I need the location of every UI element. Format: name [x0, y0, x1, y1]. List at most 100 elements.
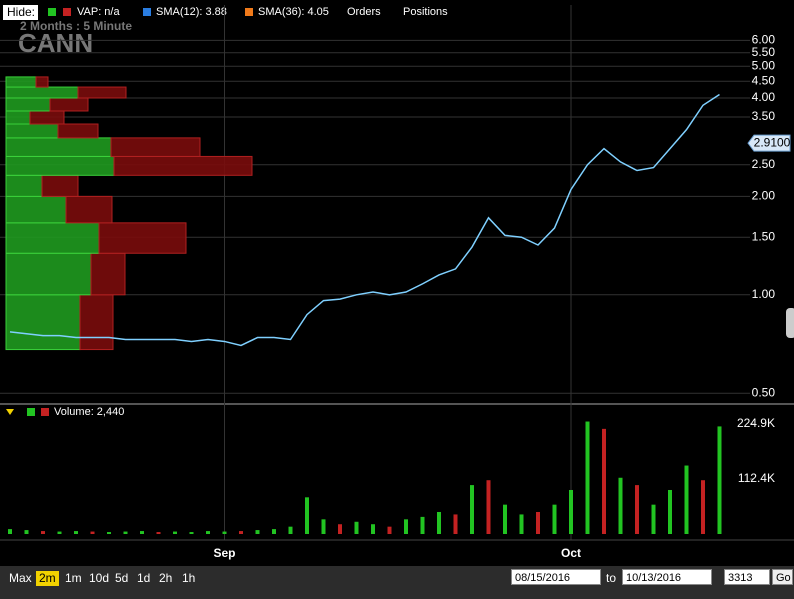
range-button[interactable]: 1m: [65, 571, 82, 585]
volume-bar: [453, 514, 458, 534]
vap-sell: [65, 195, 113, 224]
vap-buy: [5, 137, 112, 157]
vap-buy: [5, 174, 43, 197]
volume-bar: [173, 531, 177, 534]
volume-bar: [206, 531, 210, 534]
volume-bar: [404, 519, 408, 534]
price-tag-label: 2.9100: [754, 135, 791, 149]
y-tick-label: 6.00: [752, 33, 776, 47]
volume-bar: [288, 526, 293, 534]
vap-sell: [113, 155, 253, 176]
volume-toggle[interactable]: [6, 409, 14, 415]
volume-bar: [338, 524, 342, 534]
toolbar-item: Positions: [403, 6, 448, 18]
y-tick-label: 5.00: [752, 58, 776, 72]
y-tick-label: 3.50: [752, 109, 776, 123]
vap-sell: [57, 123, 99, 139]
vap-sell: [29, 110, 65, 125]
chart: Hide: 2 Months : 5 Minute CANN Volume: 2…: [0, 0, 794, 566]
x-tick-label: Sep: [213, 546, 235, 560]
volume-bar: [222, 531, 227, 534]
vap-buy: [5, 123, 59, 139]
range-button[interactable]: 1d: [137, 571, 151, 585]
volume-up-swatch: [27, 408, 35, 416]
volume-bar: [519, 514, 524, 534]
volume-bar: [420, 516, 425, 534]
vap-sell: [79, 294, 114, 351]
side-tab[interactable]: [786, 308, 794, 338]
y-tick-label: 4.50: [752, 73, 776, 87]
go-button[interactable]: Go: [772, 569, 793, 585]
volume-bar: [305, 497, 309, 534]
toolbar-item: SMA(36): 4.05: [258, 6, 329, 18]
legend-swatch: [245, 8, 253, 16]
volume-bar: [123, 531, 128, 534]
price-line: [9, 93, 720, 347]
volume-bar: [470, 485, 474, 534]
hide-label[interactable]: Hide:: [7, 5, 35, 19]
toolbar-item: VAP: n/a: [77, 6, 120, 18]
y-tick-label: 2.50: [752, 157, 776, 171]
volume-bar: [90, 531, 95, 534]
volume-bar: [321, 519, 326, 534]
vap-buy: [5, 252, 92, 296]
to-date[interactable]: 10/13/2016: [622, 569, 712, 585]
symbol: CANN: [18, 28, 93, 58]
hide-box[interactable]: [3, 5, 38, 20]
volume-bar: [387, 526, 392, 534]
vap-buy: [5, 195, 67, 224]
legend-swatch: [143, 8, 151, 16]
volume-bar: [651, 504, 656, 534]
panel-separator: [0, 403, 794, 405]
vap-buy: [5, 110, 31, 125]
volume-bar: [618, 477, 623, 534]
volume-bar: [371, 524, 375, 534]
range-button[interactable]: 2h: [159, 571, 173, 585]
volume-bar: [41, 531, 45, 534]
volume-bar: [486, 480, 491, 534]
vap-buy: [5, 294, 81, 351]
volume-title: Volume: 2,440: [54, 406, 124, 418]
control-bar: 08/15/2016 to 10/13/2016 3313 Go Max 2m 1m…: [0, 566, 794, 599]
y-tick-label: 2.00: [752, 189, 776, 203]
volume-bar: [57, 531, 62, 534]
to-label: to: [606, 571, 617, 585]
range-button[interactable]: 1h: [182, 571, 196, 585]
y-tick-label: 224.9K: [737, 416, 775, 430]
volume-down-swatch: [41, 408, 49, 416]
vap-sell: [98, 222, 187, 254]
y-tick-label: 0.50: [752, 385, 776, 399]
y-tick-label: 1.50: [752, 229, 776, 243]
volume-bar: [701, 480, 705, 534]
y-tick-label: 1.00: [752, 287, 776, 301]
range-button[interactable]: 5d: [115, 571, 129, 585]
volume-bar: [107, 532, 111, 534]
from-date[interactable]: 08/15/2016: [511, 569, 601, 585]
volume-bar: [552, 504, 557, 534]
vap-buy: [5, 76, 37, 88]
volume-bar: [569, 489, 573, 534]
toolbar-item: SMA(12): 3.88: [156, 6, 227, 18]
background: [0, 0, 794, 566]
volume-bar: [503, 504, 507, 534]
volume-bar: [8, 529, 12, 534]
range-button[interactable]: 2m: [36, 571, 59, 586]
volume-bar: [354, 521, 359, 534]
volume-bar: [717, 426, 722, 534]
volume-bar: [74, 531, 78, 534]
volume-bar: [437, 511, 441, 534]
volume-bar: [272, 529, 276, 534]
range-button[interactable]: 10d: [89, 571, 110, 585]
volume-bar: [189, 532, 194, 534]
volume-bar: [668, 489, 672, 534]
period: 2 Months : 5 Minute: [20, 19, 132, 33]
volume-bar: [536, 511, 540, 534]
x-tick-label: Oct: [561, 546, 581, 560]
range-button[interactable]: Max: [9, 571, 32, 585]
y-tick-label: 4.00: [752, 90, 776, 104]
vap-buy: [5, 97, 51, 112]
price-tag: [747, 134, 791, 152]
vap-buy-swatch: [48, 8, 56, 16]
count[interactable]: 3313: [724, 569, 770, 585]
